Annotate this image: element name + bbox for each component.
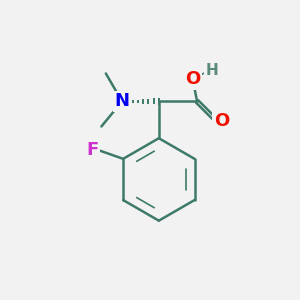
Text: N: N [115, 92, 130, 110]
Text: O: O [185, 70, 200, 88]
Text: F: F [87, 141, 99, 159]
Text: H: H [206, 63, 218, 78]
Text: O: O [214, 112, 229, 130]
